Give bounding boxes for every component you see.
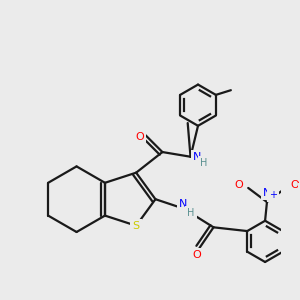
Text: H: H (200, 158, 207, 168)
Text: N: N (193, 152, 201, 162)
Text: +: + (268, 190, 277, 200)
Text: N: N (263, 188, 271, 198)
Text: O: O (136, 132, 144, 142)
Text: O: O (291, 180, 299, 190)
Text: N: N (179, 199, 188, 209)
Text: S: S (133, 221, 140, 231)
Text: O: O (192, 250, 201, 260)
Text: H: H (188, 208, 195, 218)
Text: O: O (235, 180, 243, 190)
